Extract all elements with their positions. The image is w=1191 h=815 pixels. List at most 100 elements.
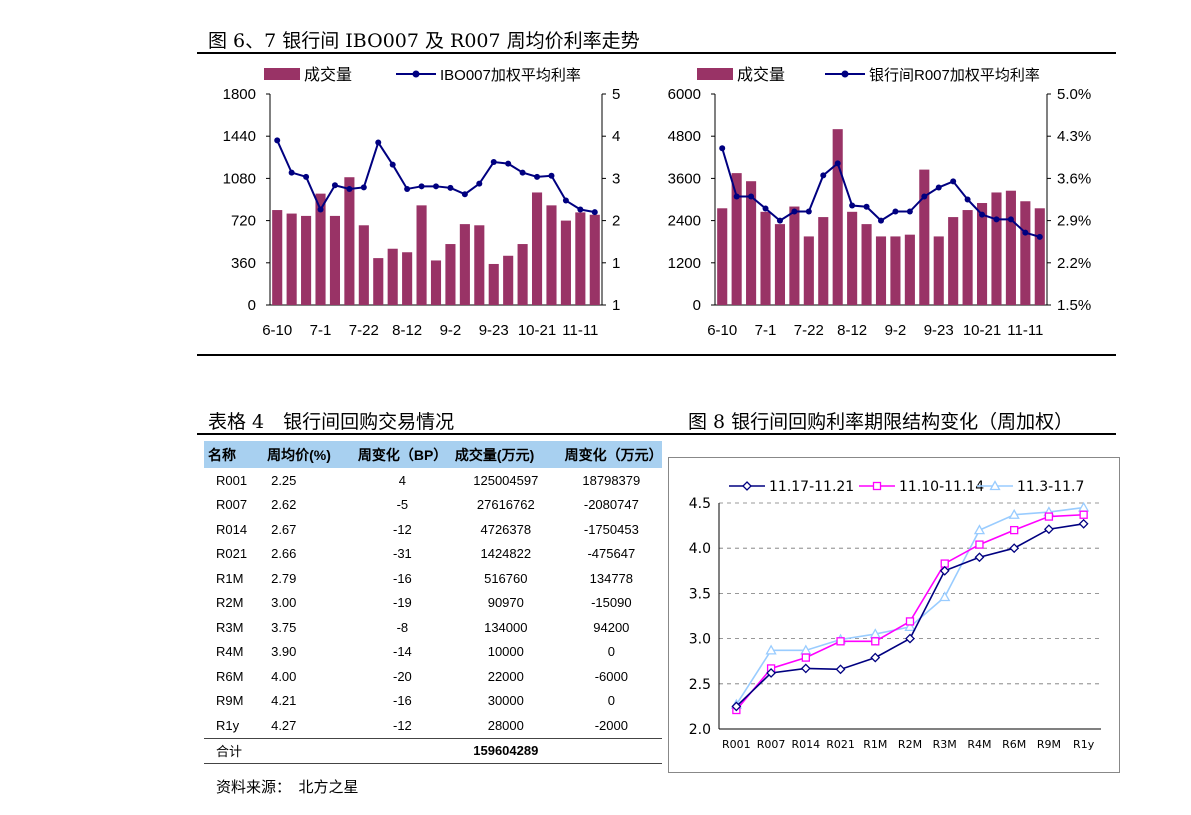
y-right-tick-label: 2.2% (1057, 255, 1091, 272)
volume-bar (589, 214, 600, 305)
rate-point (375, 139, 382, 146)
table-row: R1M 2.79 -16 516760 134778 (204, 566, 662, 591)
y-left-tick-label: 1200 (668, 255, 701, 272)
rate-point (360, 184, 367, 191)
table-row: R001 2.25 4 125004597 18798379 (204, 468, 662, 493)
table-total-row: 合计 159604289 (204, 737, 662, 764)
cell-avg: 2.79 (271, 570, 297, 586)
table-row: R4M 3.90 -14 10000 0 (204, 640, 662, 665)
rate-point (274, 137, 281, 144)
triangle-marker (765, 644, 777, 655)
y-tick-label: 3.5 (689, 586, 711, 602)
table-row: R1y 4.27 -12 28000 -2000 (204, 713, 662, 738)
rate-point (776, 217, 783, 224)
fig7-title: 图 6、7 银行间 IBO007 及 R007 周均价利率走势 (208, 30, 640, 52)
diamond-marker (766, 668, 777, 678)
plot-area (719, 503, 1101, 729)
ibo007-chart: 成交量 IBO007加权平均利率 1800 1440 1080 720 360 0 5.0%… (223, 66, 620, 339)
volume-bar (774, 224, 786, 305)
cell-vol-change: 18798379 (582, 472, 641, 488)
cell-name: R021 (216, 546, 248, 562)
square-marker (1044, 512, 1054, 521)
cell-volume: 10000 (487, 644, 524, 660)
x-tick-label: R021 (826, 738, 855, 751)
square-marker (801, 653, 810, 662)
volume-bar (575, 212, 586, 305)
source-note: 资料来源： 北方之星 (216, 778, 359, 796)
cell-bp: -12 (392, 521, 412, 537)
legend-line-label: IBO007加权平均利率 (440, 67, 581, 84)
rate-point (534, 173, 541, 180)
cell-avg: 3.75 (271, 619, 297, 635)
y-right-tick-label: 4.2% (612, 128, 620, 145)
cell-vol-change: 94200 (593, 619, 630, 635)
r007-chart: 成交量 银行间R007加权平均利率 6000 4800 3600 2400 1200 0 5… (668, 66, 1092, 339)
table-row: R6M 4.00 -20 22000 -6000 (204, 664, 662, 689)
cell-volume: 516760 (484, 570, 528, 586)
cell-bp: -20 (392, 668, 412, 684)
square-marker (975, 540, 984, 549)
table-row: R2M 3.00 -19 90970 -15090 (204, 591, 662, 616)
y-left-tick-label: 360 (231, 255, 256, 272)
table-row: R3M 3.75 -8 134000 94200 (204, 615, 662, 640)
x-tick-label: R001 (722, 738, 751, 751)
y-right-tick-label: 1.0% (612, 297, 620, 314)
y-left-tick-label: 720 (231, 213, 256, 230)
volume-bar (358, 225, 369, 305)
volume-bar (301, 215, 312, 305)
rate-point (346, 185, 353, 192)
rate-point (1007, 216, 1014, 223)
triangle-marker (989, 480, 1001, 491)
rate-point (993, 216, 1000, 223)
cell-name: R3M (216, 619, 244, 635)
table-row: R014 2.67 -12 4726378 -1750453 (204, 517, 662, 542)
repo-table: 名称 周均价(%) 周变化（BP） 成交量(万元) 周变化（万元） R001 2.… (204, 441, 663, 764)
volume-bar (803, 236, 814, 305)
rate-point (404, 185, 411, 192)
rate-point (863, 203, 870, 210)
rate-point (505, 160, 512, 167)
square-marker (1079, 510, 1088, 519)
triangle-marker (939, 591, 951, 602)
rate-point (476, 180, 483, 187)
volume-bar (861, 224, 872, 305)
rate-point (577, 206, 584, 213)
table-row: R9M 4.21 -16 30000 0 (204, 689, 662, 714)
cell-volume: 4726378 (480, 521, 532, 537)
x-tick-label: R6M (1002, 738, 1026, 751)
table-header-row: 名称 周均价(%) 周变化（BP） 成交量(万元) 周变化（万元） (204, 441, 663, 468)
cell-vol-change: -6000 (594, 668, 628, 684)
rate-point (820, 172, 827, 179)
rate-point (849, 202, 856, 209)
volume-bar (976, 203, 988, 305)
y-left-tick-label: 1080 (223, 170, 256, 187)
y-left-tick-label: 6000 (668, 86, 701, 103)
x-tick-label: R014 (791, 738, 820, 751)
rate-point (892, 208, 899, 215)
cell-volume: 90970 (487, 595, 524, 611)
cell-avg: 4.21 (271, 693, 297, 709)
x-tick-label: 8-12 (837, 322, 867, 339)
rate-point (548, 172, 555, 179)
y-tick-label: 4.5 (689, 496, 711, 512)
y-right-tick-label: 2.9% (1057, 213, 1091, 230)
diamond-marker (1078, 518, 1089, 529)
x-tick-label: 9-2 (440, 322, 462, 339)
x-tick-label: 7-22 (349, 322, 379, 339)
cell-vol-change: -1750453 (583, 521, 639, 537)
rate-point (964, 196, 971, 203)
rate-point (433, 183, 439, 190)
cell-vol-change: 0 (607, 693, 615, 709)
y-left-tick-label: 2400 (668, 213, 701, 230)
y-left-tick-label: 4800 (668, 128, 701, 145)
cell-avg: 2.67 (271, 521, 297, 537)
volume-bar (731, 173, 742, 305)
y-right-tick-label: 3.4% (612, 170, 620, 187)
rate-point (288, 169, 295, 176)
col-header-avg: 周均价(%) (263, 441, 354, 468)
cell-name: R6M (216, 668, 244, 684)
y-right-tick-label: 3.6% (1057, 170, 1091, 187)
col-header-vol-change: 周变化（万元） (560, 441, 663, 468)
term-structure-chart-frame: 11.17-11.21 11.10-11.14 11.3-11.7 4.5 4.0 3.… (668, 457, 1120, 773)
y-right-tick-label: 1.8% (612, 255, 620, 272)
